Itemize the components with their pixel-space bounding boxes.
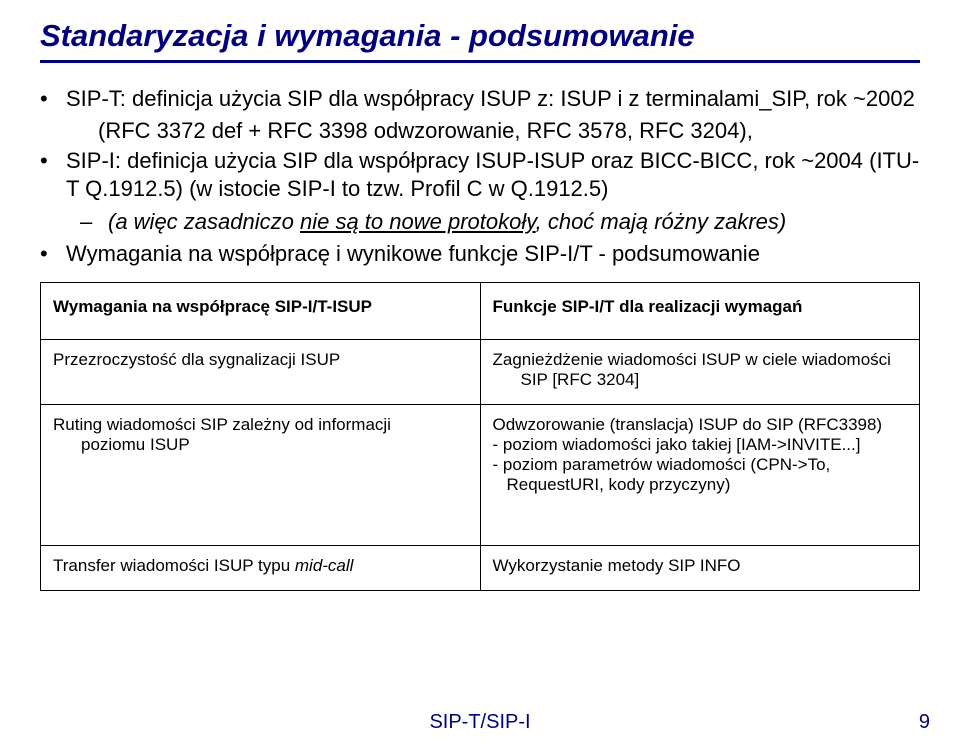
bullet-dot: •	[40, 147, 66, 203]
bullet-item-1-cont: (RFC 3372 def + RFC 3398 odwzorowanie, R…	[98, 117, 920, 145]
table-cell: Wykorzystanie metody SIP INFO	[480, 545, 920, 590]
footer-text: SIP-T/SIP-I	[0, 711, 960, 734]
title-rule	[40, 60, 920, 63]
cell-indent: poziomu ISUP	[81, 435, 470, 455]
cell-text: Transfer wiadomości ISUP typu	[53, 556, 295, 575]
table-row: Przezroczystość dla sygnalizacji ISUP Za…	[41, 339, 920, 404]
bullet-item-3: • Wymagania na współpracę i wynikowe fun…	[40, 240, 920, 268]
cell-line: Odwzorowanie (translacja) ISUP do SIP (R…	[493, 415, 910, 435]
bullet-dot: •	[40, 240, 66, 268]
bullet-text: SIP-T: definicja użycia SIP dla współpra…	[66, 85, 920, 113]
cell-text: Zagnieżdżenie wiadomości ISUP w ciele wi…	[493, 350, 891, 369]
table-cell: Zagnieżdżenie wiadomości ISUP w ciele wi…	[480, 339, 920, 404]
sub-underline: nie są to nowe protokoły	[300, 209, 536, 234]
bullet-list: • SIP-T: definicja użycia SIP dla współp…	[40, 85, 920, 268]
bullet-sub-text: (a więc zasadniczo nie są to nowe protok…	[108, 208, 920, 236]
slide: Standaryzacja i wymagania - podsumowanie…	[0, 0, 960, 744]
requirements-table: Wymagania na współpracę SIP-I/T-ISUP Fun…	[40, 282, 920, 591]
cell-indent: SIP [RFC 3204]	[521, 370, 910, 390]
bullet-text: SIP-I: definicja użycia SIP dla współpra…	[66, 147, 920, 203]
cell-line: RequestURI, kody przyczyny)	[507, 475, 910, 495]
cell-text: Przezroczystość dla sygnalizacji ISUP	[53, 350, 340, 369]
sub-pre: (a więc zasadniczo	[108, 209, 300, 234]
table-cell: Przezroczystość dla sygnalizacji ISUP	[41, 339, 481, 404]
cell-italic: mid-call	[295, 556, 354, 575]
table-row-header: Wymagania na współpracę SIP-I/T-ISUP Fun…	[41, 282, 920, 339]
sub-post: , choć mają różny zakres)	[536, 209, 787, 234]
bullet-dash: –	[80, 208, 108, 236]
table-row: Ruting wiadomości SIP zależny od informa…	[41, 404, 920, 545]
table-cell: Ruting wiadomości SIP zależny od informa…	[41, 404, 481, 545]
cell-line: - poziom wiadomości jako takiej [IAM->IN…	[493, 435, 910, 455]
page-number: 9	[919, 711, 930, 734]
bullet-text: Wymagania na współpracę i wynikowe funkc…	[66, 240, 920, 268]
cell-line: - poziom parametrów wiadomości (CPN->To,	[493, 455, 910, 475]
bullet-item-2: • SIP-I: definicja użycia SIP dla współp…	[40, 147, 920, 203]
table-cell: Odwzorowanie (translacja) ISUP do SIP (R…	[480, 404, 920, 545]
table-header-1: Wymagania na współpracę SIP-I/T-ISUP	[41, 282, 481, 339]
bullet-sub-item: – (a więc zasadniczo nie są to nowe prot…	[80, 208, 920, 236]
bullet-item-1: • SIP-T: definicja użycia SIP dla współp…	[40, 85, 920, 113]
bullet-dot: •	[40, 85, 66, 113]
slide-title: Standaryzacja i wymagania - podsumowanie	[40, 18, 920, 54]
cell-text: Ruting wiadomości SIP zależny od informa…	[53, 415, 391, 434]
table-header-2: Funkcje SIP-I/T dla realizacji wymagań	[480, 282, 920, 339]
table-row: Transfer wiadomości ISUP typu mid-call W…	[41, 545, 920, 590]
table-cell: Transfer wiadomości ISUP typu mid-call	[41, 545, 481, 590]
